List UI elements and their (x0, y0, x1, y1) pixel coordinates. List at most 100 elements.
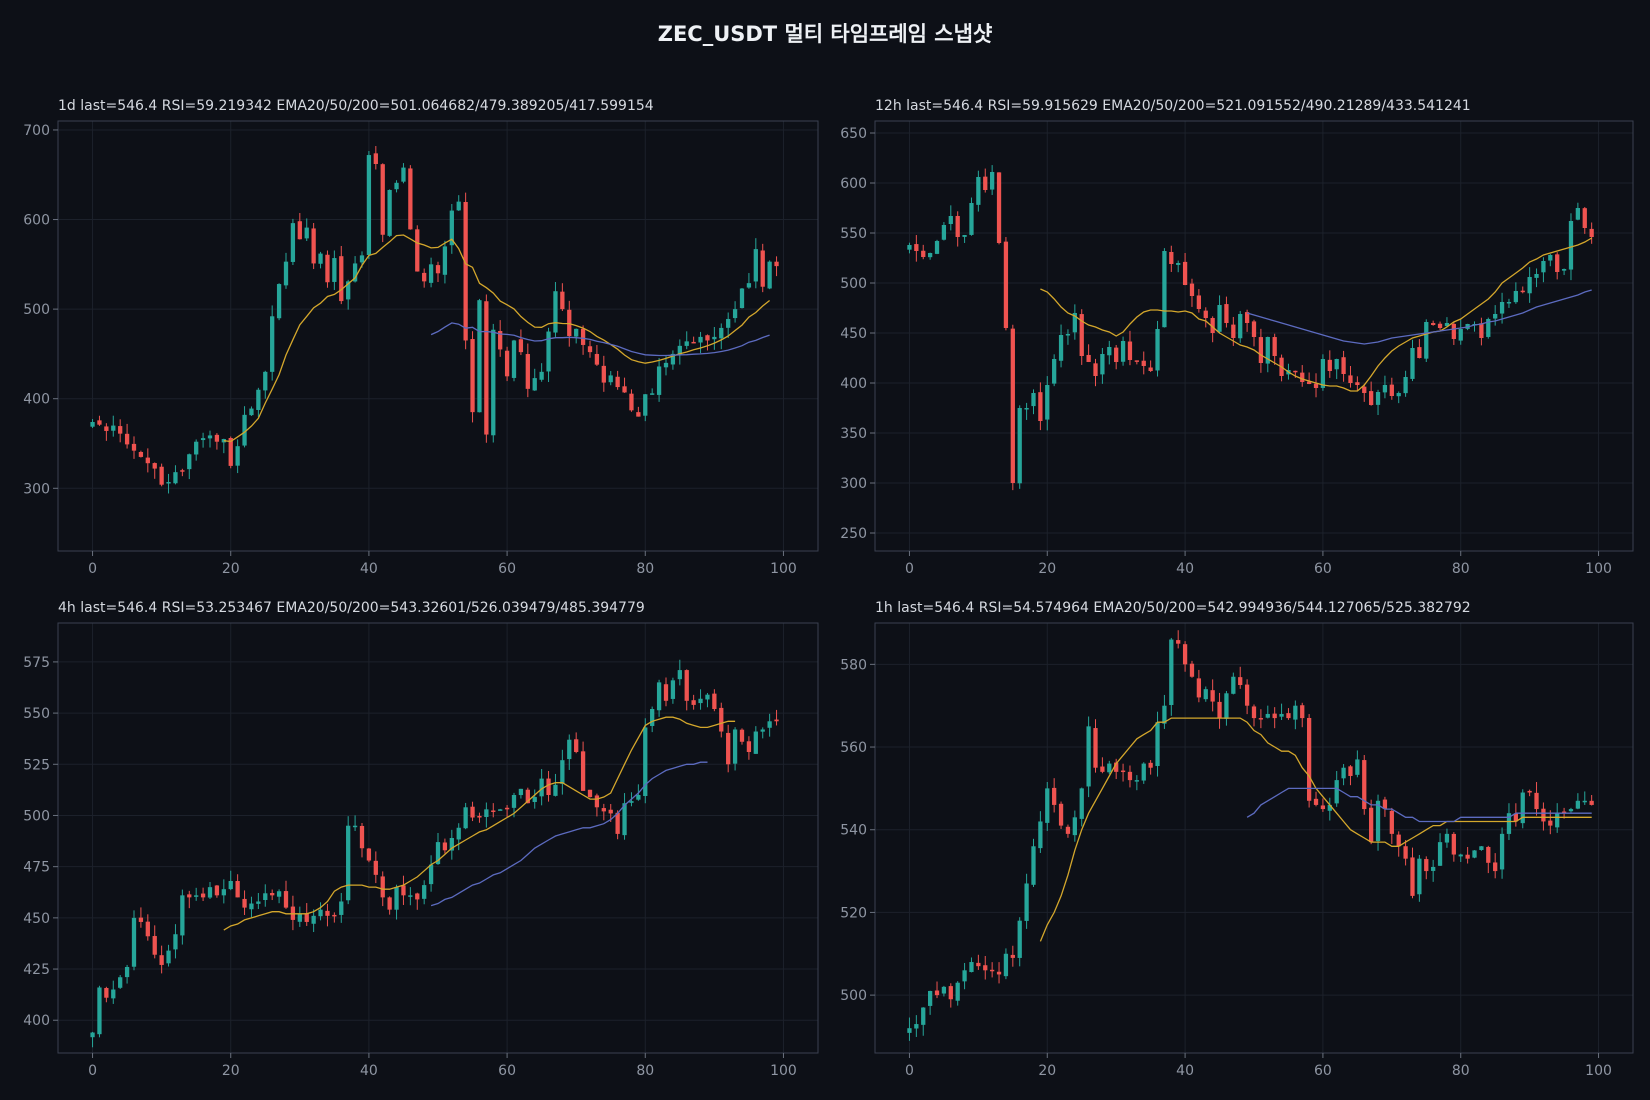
candle-body (1582, 800, 1587, 803)
candle (1107, 340, 1112, 365)
x-tick-label: 100 (770, 1063, 797, 1079)
candle (907, 1017, 912, 1041)
y-tick-label: 540 (840, 823, 867, 839)
candle (380, 163, 385, 243)
candle (656, 358, 662, 402)
candle (1458, 319, 1463, 345)
candle-body (691, 341, 696, 344)
candle (1375, 389, 1381, 416)
candle (138, 907, 144, 928)
candle-body (1465, 854, 1470, 859)
candle-body (352, 263, 358, 282)
panel-title: 1d last=546.4 RSI=59.219342 EMA20/50/200… (58, 98, 654, 114)
candle-body (332, 914, 337, 917)
candle-body (774, 719, 779, 722)
candle-body (746, 741, 752, 752)
candle-body (1169, 251, 1174, 264)
candle (366, 151, 372, 260)
chart-panel-1d: 1d last=546.4 RSI=59.219342 EMA20/50/200… (23, 98, 819, 577)
candle (366, 847, 372, 863)
candle-body (1362, 760, 1367, 810)
candle-body (1534, 792, 1539, 810)
candle-body (104, 426, 109, 431)
candle-body (1017, 920, 1022, 958)
candle-body (138, 917, 144, 922)
candle-body (1431, 323, 1436, 325)
candle-body (491, 810, 496, 812)
candle-body (1196, 295, 1202, 309)
candle-body (1134, 360, 1139, 362)
candle-body (539, 778, 544, 797)
candle-body (684, 670, 689, 701)
candle-body (456, 201, 461, 211)
candle (1520, 789, 1525, 829)
candle (339, 892, 344, 923)
candle (325, 903, 330, 927)
candle-body (1141, 763, 1146, 781)
chart-panel-1h: 1h last=546.4 RSI=54.574964 EMA20/50/200… (840, 600, 1634, 1079)
candle-body (1272, 337, 1277, 356)
candle (1306, 714, 1312, 808)
y-tick-label: 300 (840, 476, 867, 492)
candle (214, 433, 220, 450)
candle-body (941, 986, 947, 994)
candle-body (1107, 347, 1112, 356)
candle (1272, 333, 1277, 365)
y-tick-label: 350 (840, 426, 867, 442)
candle (629, 389, 634, 412)
candle-body (921, 1007, 926, 1025)
candle-body (318, 253, 323, 264)
candle (1568, 807, 1574, 813)
candle-body (525, 789, 530, 804)
candle-body (1224, 304, 1229, 323)
candle (914, 235, 919, 262)
candle-body (1238, 677, 1243, 686)
candle (111, 415, 116, 437)
candle (1058, 801, 1064, 829)
candle (594, 793, 600, 817)
candle (927, 990, 933, 1015)
x-tick-label: 100 (1585, 1063, 1612, 1079)
candle-body (207, 435, 213, 439)
candle-body (1527, 790, 1532, 793)
ema20-line (1040, 237, 1593, 392)
candle-body (166, 482, 171, 484)
candle (263, 884, 268, 907)
candle (1072, 304, 1077, 340)
candle (1527, 267, 1532, 303)
candle (1265, 705, 1270, 719)
candle-body (270, 892, 275, 896)
candle (1052, 354, 1057, 387)
candle (774, 256, 779, 277)
candle-body (422, 885, 427, 899)
candle (1017, 917, 1022, 967)
candle (263, 370, 268, 399)
candle-body (401, 885, 406, 896)
candle-body (663, 684, 669, 701)
candle-body (498, 330, 503, 350)
candle-body (339, 256, 344, 302)
candle (1224, 690, 1229, 726)
candle-body (1396, 834, 1401, 847)
candle-body (739, 729, 745, 742)
candle-body (477, 815, 482, 818)
candle-body (484, 301, 489, 435)
candle-body (152, 463, 157, 469)
candle (449, 203, 454, 254)
candle (1182, 641, 1188, 672)
candle (1203, 686, 1208, 702)
candle-body (242, 898, 247, 908)
candle-body (415, 893, 420, 900)
candle-body (1479, 323, 1484, 338)
candle (1300, 365, 1305, 387)
candle-body (656, 366, 662, 395)
candle (1534, 782, 1539, 816)
candle (650, 388, 655, 395)
candle-body (622, 803, 627, 836)
candle (921, 244, 926, 260)
candle-body (1086, 726, 1091, 787)
candle-body (760, 250, 765, 287)
candle (304, 218, 309, 241)
candle-body (1589, 800, 1594, 805)
candle-body (1189, 283, 1195, 296)
